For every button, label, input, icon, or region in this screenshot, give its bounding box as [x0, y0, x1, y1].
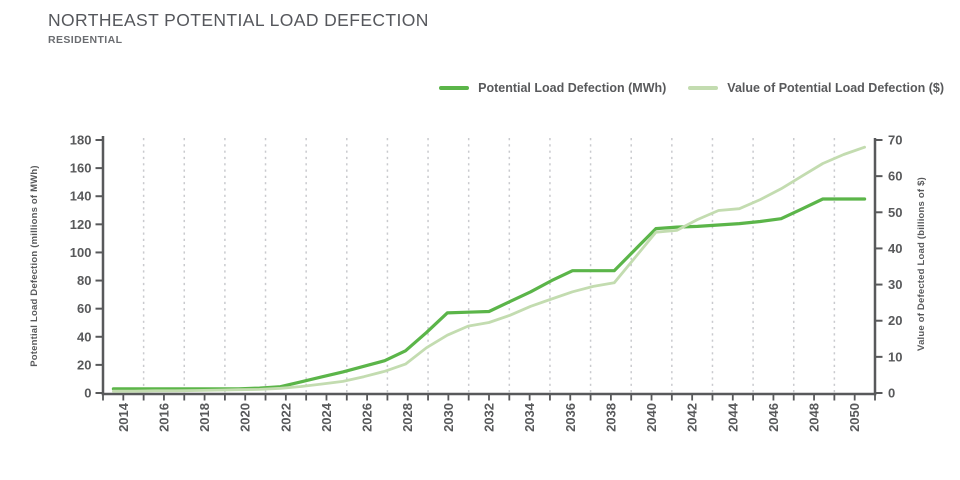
left-tick-label: 100 [70, 245, 92, 260]
x-tick-label: 2032 [482, 403, 497, 432]
series-lines [111, 145, 867, 393]
legend-swatch-value-icon [688, 86, 719, 90]
legend-item-value: Value of Potential Load Defection ($) [688, 81, 944, 95]
x-tick-label: 2028 [400, 403, 415, 432]
axes [95, 136, 883, 401]
series-line-value [112, 145, 866, 393]
x-tick-label: 2014 [116, 402, 131, 432]
x-tick-label: 2024 [319, 402, 334, 432]
chart-header: NORTHEAST POTENTIAL LOAD DEFECTION RESID… [48, 10, 429, 46]
right-tick-label: 20 [888, 313, 902, 328]
chart-subtitle: RESIDENTIAL [48, 34, 123, 46]
chart-title: NORTHEAST POTENTIAL LOAD DEFECTION [48, 10, 429, 30]
x-tick-label: 2026 [360, 403, 375, 432]
x-tick-label: 2050 [847, 403, 862, 432]
left-tick-label: 120 [70, 217, 92, 232]
x-tick-label: 2044 [725, 402, 740, 432]
legend-item-mwh: Potential Load Defection (MWh) [439, 81, 666, 95]
x-tick-label: 2034 [522, 402, 537, 432]
x-tick-label: 2022 [278, 403, 293, 432]
x-tick-label: 2030 [441, 403, 456, 432]
right-tick-label: 30 [888, 277, 902, 292]
left-tick-label: 40 [77, 329, 91, 344]
left-tick-label: 0 [84, 386, 91, 401]
x-tick-label: 2042 [685, 403, 700, 432]
x-tick-label: 2040 [644, 403, 659, 432]
right-tick-label: 0 [888, 386, 895, 401]
legend-label-mwh: Potential Load Defection (MWh) [478, 81, 667, 95]
x-tick-label: 2016 [156, 403, 171, 432]
x-tick-label: 2046 [766, 403, 781, 432]
x-tick-label: 2048 [807, 403, 822, 432]
right-axis-title: Value of Defected Load (billions of $) [916, 177, 927, 351]
left-tick-label: 60 [77, 301, 91, 316]
tick-labels: 0204060801001201401601800102030405060702… [70, 133, 903, 432]
right-tick-label: 70 [888, 133, 902, 148]
right-tick-label: 40 [888, 241, 902, 256]
x-tick-label: 2036 [563, 403, 578, 432]
series-line-mwh [111, 197, 867, 391]
gridlines [142, 138, 836, 393]
right-tick-label: 60 [888, 169, 902, 184]
legend-label-value: Value of Potential Load Defection ($) [727, 81, 944, 95]
left-tick-label: 20 [77, 357, 91, 372]
legend-swatch-mwh-icon [439, 86, 470, 90]
right-tick-label: 10 [888, 349, 902, 364]
left-axis-title: Potential Load Defection (millions of MW… [29, 165, 40, 367]
x-tick-label: 2018 [197, 403, 212, 432]
right-tick-label: 50 [888, 205, 902, 220]
legend: Potential Load Defection (MWh) Value of … [439, 81, 944, 95]
left-tick-label: 160 [70, 161, 92, 176]
x-tick-label: 2038 [603, 403, 618, 432]
left-tick-label: 180 [70, 133, 92, 148]
left-tick-label: 140 [70, 189, 92, 204]
left-tick-label: 80 [77, 273, 91, 288]
x-tick-label: 2020 [238, 403, 253, 432]
